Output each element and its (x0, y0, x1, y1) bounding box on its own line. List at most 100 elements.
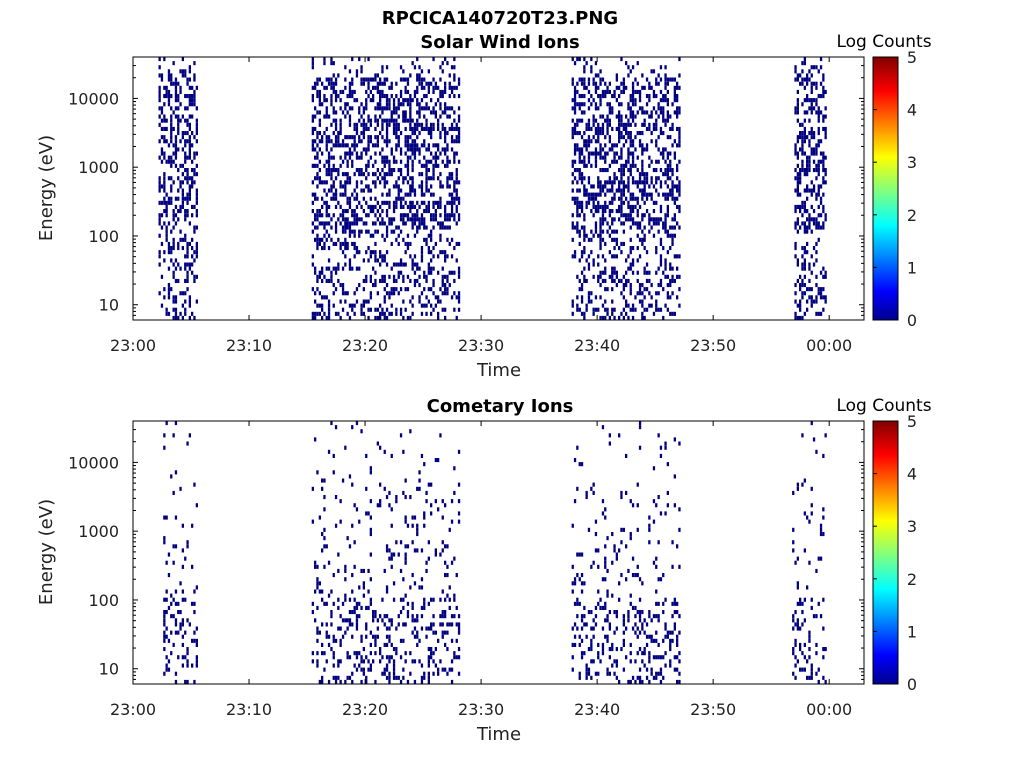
heatmap-cell (430, 626, 433, 631)
heatmap-cell (439, 94, 442, 99)
heatmap-cell (367, 139, 370, 144)
heatmap-cell (167, 287, 171, 292)
heatmap-cell (636, 278, 639, 283)
heatmap-cell (411, 601, 414, 606)
heatmap-cell (666, 462, 669, 467)
heatmap-cell (599, 126, 602, 131)
heatmap-cell (613, 610, 616, 615)
heatmap-cell (573, 89, 577, 94)
heatmap-cell (446, 147, 449, 152)
heatmap-cell (323, 667, 326, 672)
heatmap-cell (334, 110, 338, 115)
heatmap-cell (801, 482, 804, 487)
heatmap-cell (439, 151, 442, 156)
heatmap-cell (450, 106, 454, 111)
heatmap-cell (332, 131, 335, 136)
heatmap-cell (383, 642, 386, 647)
heatmap-cell (397, 188, 400, 193)
heatmap-cell (669, 311, 672, 316)
heatmap-cell (158, 176, 161, 181)
heatmap-cell (594, 61, 598, 66)
heatmap-cell (397, 143, 400, 148)
heatmap-cell (792, 618, 795, 623)
heatmap-cell (434, 114, 437, 119)
heatmap-cell (657, 221, 660, 226)
heatmap-cell (351, 482, 354, 487)
heatmap-cell (571, 126, 574, 131)
heatmap-cell (427, 262, 430, 267)
heatmap-cell (369, 122, 372, 127)
heatmap-cell (360, 122, 363, 127)
heatmap-cell (641, 679, 644, 684)
heatmap-cell (172, 270, 175, 275)
heatmap-cell (316, 577, 319, 582)
heatmap-cell (803, 200, 806, 205)
heatmap-cell (634, 679, 637, 684)
heatmap-cell (316, 651, 319, 656)
heatmap-cell (362, 118, 365, 123)
heatmap-cell (430, 131, 433, 136)
heatmap-cell (613, 315, 616, 320)
heatmap-cell (195, 106, 198, 111)
heatmap-cell (379, 303, 382, 308)
heatmap-cell (418, 299, 421, 304)
heatmap-cell (388, 655, 391, 660)
heatmap-cell (599, 204, 602, 209)
heatmap-cell (388, 503, 391, 508)
heatmap-cell (792, 540, 795, 545)
heatmap-cell (578, 307, 581, 312)
heatmap-cell (344, 299, 347, 304)
heatmap-cell (406, 81, 410, 86)
heatmap-cell (573, 122, 577, 127)
heatmap-cell (346, 180, 349, 185)
heatmap-cell (671, 102, 674, 107)
heatmap-cell (184, 209, 187, 214)
heatmap-cell (334, 143, 338, 148)
heatmap-cell (815, 671, 818, 676)
heatmap-cell (376, 291, 379, 296)
heatmap-cell (676, 188, 679, 193)
heatmap-cell (794, 610, 797, 615)
heatmap-cell (427, 266, 430, 271)
heatmap-cell (193, 482, 196, 487)
heatmap-cell (195, 151, 198, 156)
heatmap-cell (657, 159, 660, 164)
heatmap-cell (381, 217, 384, 222)
heatmap-cell (650, 196, 653, 201)
heatmap-cell (179, 311, 182, 316)
heatmap-cell (444, 85, 447, 90)
heatmap-cell (318, 131, 321, 136)
heatmap-cell (457, 139, 461, 144)
heatmap-cell (648, 221, 651, 226)
heatmap-cell (657, 642, 660, 647)
heatmap-cell (597, 151, 600, 156)
heatmap-cell (181, 200, 184, 205)
heatmap-cell (448, 527, 451, 532)
heatmap-cell (430, 233, 433, 238)
heatmap-cell (383, 106, 386, 111)
heatmap-cell (316, 163, 319, 168)
heatmap-cell (629, 601, 632, 606)
heatmap-cell (395, 184, 398, 189)
heatmap-cell (808, 213, 811, 218)
heatmap-cell (806, 168, 809, 173)
heatmap-cell (643, 270, 646, 275)
heatmap-cell (184, 278, 187, 283)
heatmap-cell (585, 61, 588, 66)
heatmap-cell (427, 188, 430, 193)
heatmap-cell (160, 184, 164, 189)
heatmap-cell (587, 89, 591, 94)
heatmap-cell (316, 196, 319, 201)
heatmap-cell (615, 614, 618, 619)
heatmap-cell (404, 143, 407, 148)
heatmap-cell (622, 527, 625, 532)
heatmap-cell (803, 85, 806, 90)
heatmap-cell (418, 159, 421, 164)
heatmap-cell (316, 564, 319, 569)
heatmap-cell (641, 659, 644, 664)
heatmap-cell (362, 581, 365, 586)
heatmap-cell (585, 675, 588, 680)
heatmap-cell (372, 250, 375, 255)
heatmap-cell (341, 601, 345, 606)
heatmap-cell (643, 188, 646, 193)
